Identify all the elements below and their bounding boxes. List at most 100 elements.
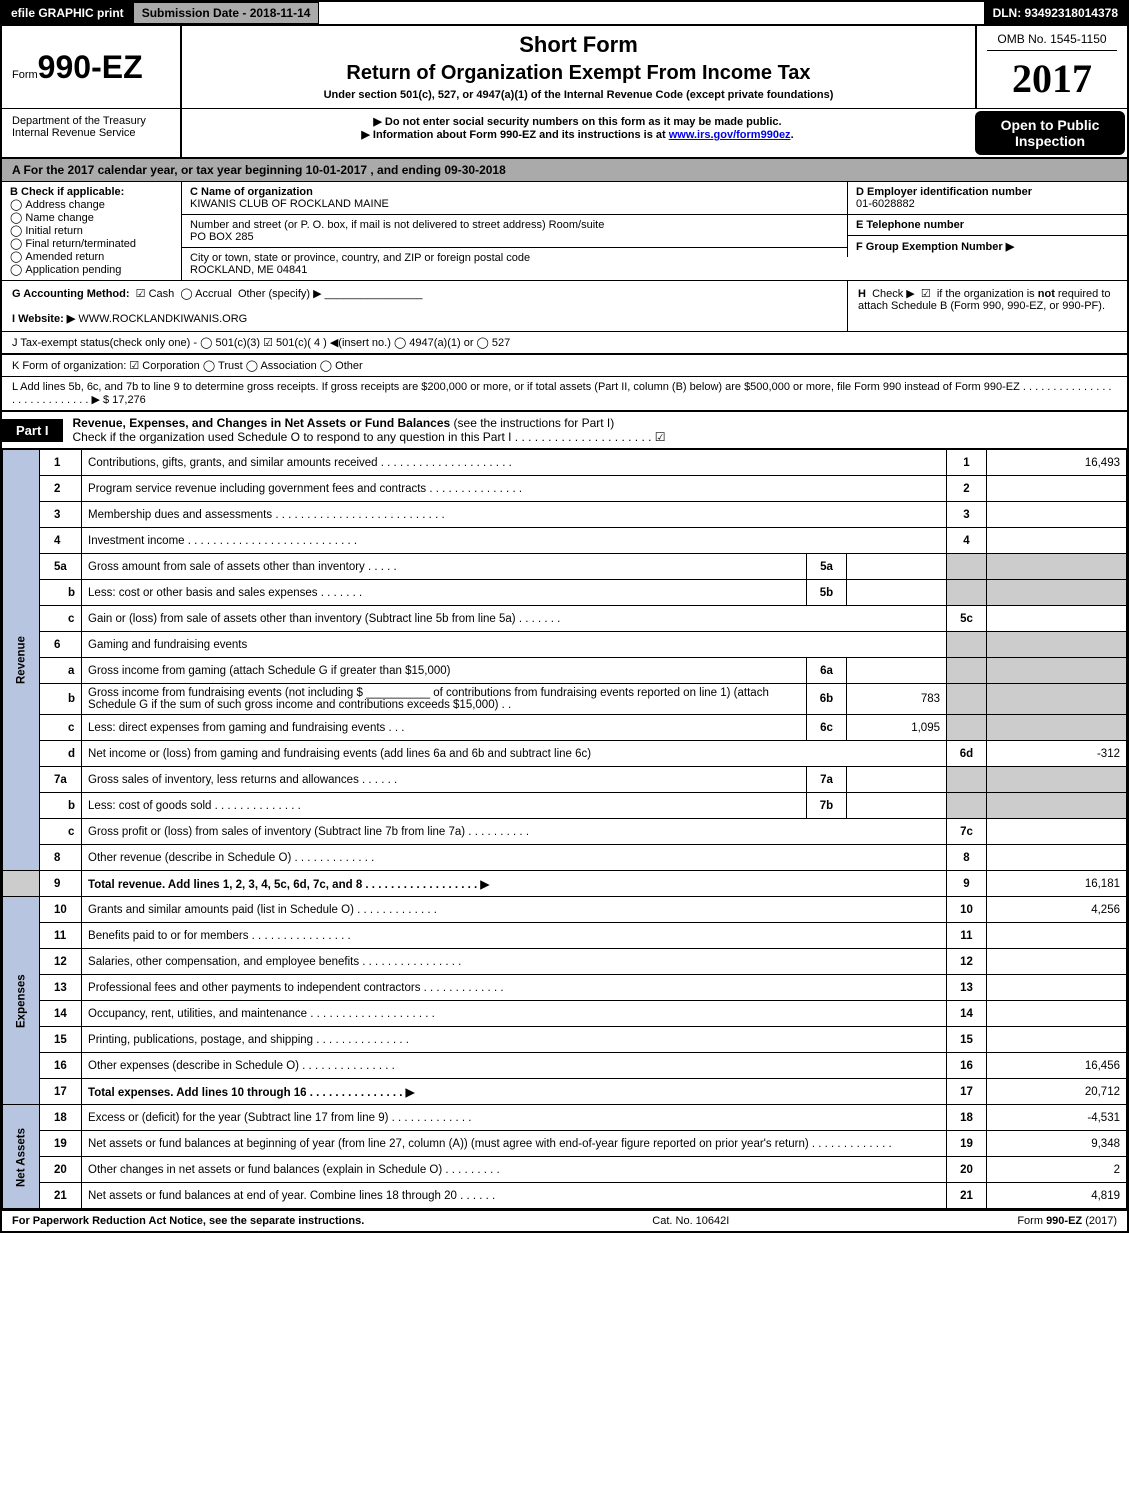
- checkbox-final-return[interactable]: ◯ Final return/terminated: [10, 237, 173, 250]
- website-url: WWW.ROCKLANDKIWANIS.ORG: [78, 313, 247, 325]
- form-prefix: Form: [12, 69, 38, 81]
- form-number-cell: Form990-EZ: [2, 26, 182, 108]
- notice-1: ▶ Do not enter social security numbers o…: [192, 115, 963, 128]
- part-i-label: Part I: [2, 419, 63, 442]
- line-11-desc: Benefits paid to or for members . . . . …: [82, 923, 947, 949]
- notices: ▶ Do not enter social security numbers o…: [182, 109, 973, 157]
- line-3-desc: Membership dues and assessments . . . . …: [82, 502, 947, 528]
- line-10-amt: 4,256: [987, 897, 1127, 923]
- h-check: H Check ▶ ☑ if the organization is not r…: [847, 281, 1127, 331]
- lines-table: Revenue 1Contributions, gifts, grants, a…: [2, 449, 1127, 1209]
- g-h-row: G Accounting Method: ☑ Cash ◯ Accrual Ot…: [2, 280, 1127, 331]
- line-k: K Form of organization: ☑ Corporation ◯ …: [2, 353, 1127, 376]
- line-7a-desc: Gross sales of inventory, less returns a…: [82, 767, 807, 793]
- line-6c-val: 1,095: [847, 715, 947, 741]
- year-cell: OMB No. 1545-1150 2017: [977, 26, 1127, 108]
- line-6c-desc: Less: direct expenses from gaming and fu…: [82, 715, 807, 741]
- omb-number: OMB No. 1545-1150: [987, 32, 1117, 51]
- line-20-amt: 2: [987, 1157, 1127, 1183]
- ein: 01-6028882: [856, 198, 1119, 210]
- form-title: Return of Organization Exempt From Incom…: [192, 62, 965, 85]
- short-form-label: Short Form: [192, 32, 965, 58]
- line-6-desc: Gaming and fundraising events: [82, 632, 947, 658]
- part-i-header: Part I Revenue, Expenses, and Changes in…: [2, 410, 1127, 449]
- line-j: J Tax-exempt status(check only one) - ◯ …: [2, 331, 1127, 353]
- notice-link[interactable]: www.irs.gov/form990ez: [669, 129, 791, 141]
- line-6a-desc: Gross income from gaming (attach Schedul…: [82, 658, 807, 684]
- street: PO BOX 285: [190, 231, 839, 243]
- line-14-desc: Occupancy, rent, utilities, and maintena…: [82, 1001, 947, 1027]
- sidebar-netassets: Net Assets: [3, 1105, 40, 1209]
- line-4-desc: Investment income . . . . . . . . . . . …: [82, 528, 947, 554]
- city-label: City or town, state or province, country…: [190, 252, 839, 264]
- line-21-amt: 4,819: [987, 1183, 1127, 1209]
- line-17-amt: 20,712: [987, 1079, 1127, 1105]
- line-9-amt: 16,181: [987, 871, 1127, 897]
- line-7c-desc: Gross profit or (loss) from sales of inv…: [82, 819, 947, 845]
- line-6d-amt: -312: [987, 741, 1127, 767]
- line-13-desc: Professional fees and other payments to …: [82, 975, 947, 1001]
- sidebar-expenses: Expenses: [3, 897, 40, 1105]
- line-17-desc: Total expenses. Add lines 10 through 16 …: [82, 1079, 947, 1105]
- i-website-label: I Website: ▶: [12, 313, 75, 325]
- form-header: Form990-EZ Short Form Return of Organiza…: [2, 24, 1127, 108]
- form-header-2: Department of the Treasury Internal Reve…: [2, 108, 1127, 157]
- street-label: Number and street (or P. O. box, if mail…: [190, 219, 839, 231]
- form-container: efile GRAPHIC print Submission Date - 20…: [0, 0, 1129, 1233]
- org-name: KIWANIS CLUB OF ROCKLAND MAINE: [190, 198, 839, 210]
- line-18-amt: -4,531: [987, 1105, 1127, 1131]
- line-5b-desc: Less: cost or other basis and sales expe…: [82, 580, 807, 606]
- footer-mid: Cat. No. 10642I: [652, 1215, 729, 1227]
- open-to-public: Open to Public Inspection: [975, 111, 1125, 155]
- line-6b-val: 783: [847, 684, 947, 715]
- line-10-desc: Grants and similar amounts paid (list in…: [82, 897, 947, 923]
- line-5a-desc: Gross amount from sale of assets other t…: [82, 554, 807, 580]
- line-1-amt: 16,493: [987, 450, 1127, 476]
- c-label: C Name of organization: [190, 186, 839, 198]
- e-label: E Telephone number: [856, 219, 1119, 231]
- line-9-desc: Total revenue. Add lines 1, 2, 3, 4, 5c,…: [82, 871, 947, 897]
- line-18-desc: Excess or (deficit) for the year (Subtra…: [82, 1105, 947, 1131]
- line-19-amt: 9,348: [987, 1131, 1127, 1157]
- footer-right: Form 990-EZ (2017): [1017, 1215, 1117, 1227]
- col-b: B Check if applicable: ◯ Address change …: [2, 182, 182, 280]
- line-7b-desc: Less: cost of goods sold . . . . . . . .…: [82, 793, 807, 819]
- line-16-desc: Other expenses (describe in Schedule O) …: [82, 1053, 947, 1079]
- line-15-desc: Printing, publications, postage, and shi…: [82, 1027, 947, 1053]
- efile-print-button[interactable]: efile GRAPHIC print: [2, 2, 133, 24]
- footer-left: For Paperwork Reduction Act Notice, see …: [12, 1215, 364, 1227]
- city: ROCKLAND, ME 04841: [190, 264, 839, 276]
- form-title-cell: Short Form Return of Organization Exempt…: [182, 26, 977, 108]
- page-footer: For Paperwork Reduction Act Notice, see …: [2, 1209, 1127, 1231]
- tax-year: 2017: [987, 55, 1117, 102]
- b-header: B Check if applicable:: [10, 186, 173, 198]
- checkbox-application-pending[interactable]: ◯ Application pending: [10, 263, 173, 276]
- checkbox-name-change[interactable]: ◯ Name change: [10, 211, 173, 224]
- line-16-amt: 16,456: [987, 1053, 1127, 1079]
- checkbox-amended-return[interactable]: ◯ Amended return: [10, 250, 173, 263]
- form-number: 990-EZ: [38, 49, 143, 85]
- line-8-desc: Other revenue (describe in Schedule O) .…: [82, 845, 947, 871]
- notice-2: ▶ Information about Form 990-EZ and its …: [361, 129, 668, 141]
- form-subtitle: Under section 501(c), 527, or 4947(a)(1)…: [192, 89, 965, 101]
- line-6b-desc: Gross income from fundraising events (no…: [82, 684, 807, 715]
- line-l: L Add lines 5b, 6c, and 7b to line 9 to …: [2, 376, 1127, 410]
- line-12-desc: Salaries, other compensation, and employ…: [82, 949, 947, 975]
- section-b-through-f: B Check if applicable: ◯ Address change …: [2, 181, 1127, 280]
- line-6d-desc: Net income or (loss) from gaming and fun…: [82, 741, 947, 767]
- line-5c-desc: Gain or (loss) from sale of assets other…: [82, 606, 947, 632]
- checkbox-initial-return[interactable]: ◯ Initial return: [10, 224, 173, 237]
- line-19-desc: Net assets or fund balances at beginning…: [82, 1131, 947, 1157]
- checkbox-address-change[interactable]: ◯ Address change: [10, 198, 173, 211]
- department: Department of the Treasury Internal Reve…: [2, 109, 182, 157]
- sidebar-revenue: Revenue: [3, 450, 40, 871]
- submission-date: Submission Date - 2018-11-14: [133, 2, 320, 24]
- line-a: A For the 2017 calendar year, or tax yea…: [2, 157, 1127, 181]
- d-label: D Employer identification number: [856, 186, 1119, 198]
- dln: DLN: 93492318014378: [984, 2, 1127, 24]
- col-right: D Employer identification number 01-6028…: [847, 182, 1127, 280]
- line-21-desc: Net assets or fund balances at end of ye…: [82, 1183, 947, 1209]
- col-c: C Name of organization KIWANIS CLUB OF R…: [182, 182, 847, 280]
- f-label: F Group Exemption Number ▶: [856, 240, 1119, 253]
- part-i-check: Check if the organization used Schedule …: [73, 430, 666, 444]
